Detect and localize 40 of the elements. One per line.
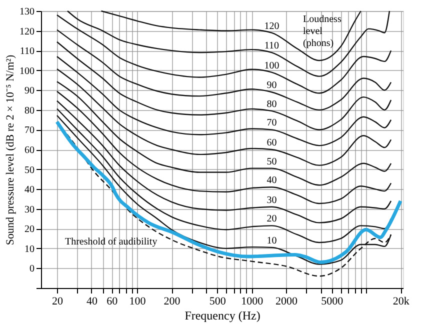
y-tick-label: 100 (20, 66, 34, 77)
x-tick-label: 60 (106, 296, 118, 308)
y-tick-label: 20 (24, 224, 34, 236)
y-tick-label: 130 (20, 6, 34, 18)
series-label: 10 (266, 235, 277, 246)
series-label: 90 (266, 80, 277, 92)
x-tick-label: 100 (129, 296, 146, 308)
series-label: 20 (266, 214, 277, 225)
series-label: 40 (266, 175, 277, 186)
y-tick-label: 70 (24, 125, 34, 136)
annotation: Threshold of audibility (64, 236, 158, 248)
x-tick-label: 20k (392, 296, 410, 308)
x-tick-label: 500 (209, 296, 226, 308)
series-label: 60 (266, 138, 277, 148)
y-tick-label: 80 (24, 105, 34, 116)
annotation: Loudness level (phons) (303, 14, 342, 49)
series-label: 30 (266, 194, 277, 206)
x-tick-label: 20 (52, 296, 64, 308)
y-tick-label: 90 (24, 86, 34, 97)
y-tick-label: 40 (24, 184, 34, 196)
y-tick-label: 50 (24, 164, 34, 176)
x-tick-label: 200 (164, 296, 181, 308)
x-tick-label: 5000 (321, 296, 344, 308)
series-label: 120 (264, 20, 280, 32)
x-tick-label: 1000 (241, 296, 264, 308)
series-label: 50 (266, 156, 277, 168)
series-label: 100 (264, 60, 280, 72)
y-tick-label: 10 (24, 244, 34, 255)
y-tick-label: 120 (20, 26, 34, 38)
y-tick-label: 30 (24, 204, 34, 216)
x-tick-label: 2000 (276, 296, 298, 308)
x-axis-title: Frequency (Hz) (184, 308, 260, 322)
y-tick-label: 110 (20, 46, 34, 58)
y-axis-title: Sound pressure level (dB re 2 × 10⁻⁵ N/m²) (4, 54, 16, 246)
y-tick-label: 60 (24, 145, 34, 156)
series-label: 70 (266, 118, 277, 129)
series-label: 110 (264, 40, 280, 52)
series-label: 80 (266, 98, 277, 110)
x-tick-label: 40 (86, 296, 98, 308)
y-tick-label: 0 (30, 264, 34, 275)
